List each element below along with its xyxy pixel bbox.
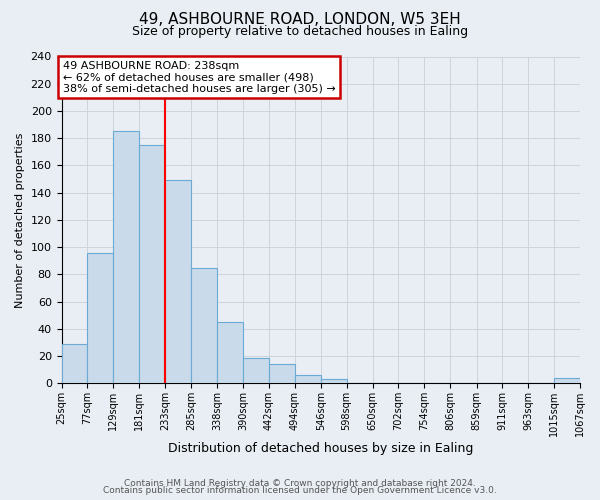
X-axis label: Distribution of detached houses by size in Ealing: Distribution of detached houses by size … [168,442,473,455]
Bar [269,364,295,384]
Bar [554,378,580,384]
Y-axis label: Number of detached properties: Number of detached properties [15,132,25,308]
Bar [191,268,217,384]
Bar [243,358,269,384]
Bar [113,132,139,384]
Text: 49, ASHBOURNE ROAD, LONDON, W5 3EH: 49, ASHBOURNE ROAD, LONDON, W5 3EH [139,12,461,28]
Text: Size of property relative to detached houses in Ealing: Size of property relative to detached ho… [132,25,468,38]
Bar [62,344,88,384]
Bar [295,376,321,384]
Text: 49 ASHBOURNE ROAD: 238sqm
← 62% of detached houses are smaller (498)
38% of semi: 49 ASHBOURNE ROAD: 238sqm ← 62% of detac… [62,60,335,94]
Bar [88,252,113,384]
Bar [217,322,243,384]
Bar [321,380,347,384]
Bar [165,180,191,384]
Bar [139,145,165,384]
Text: Contains public sector information licensed under the Open Government Licence v3: Contains public sector information licen… [103,486,497,495]
Text: Contains HM Land Registry data © Crown copyright and database right 2024.: Contains HM Land Registry data © Crown c… [124,478,476,488]
